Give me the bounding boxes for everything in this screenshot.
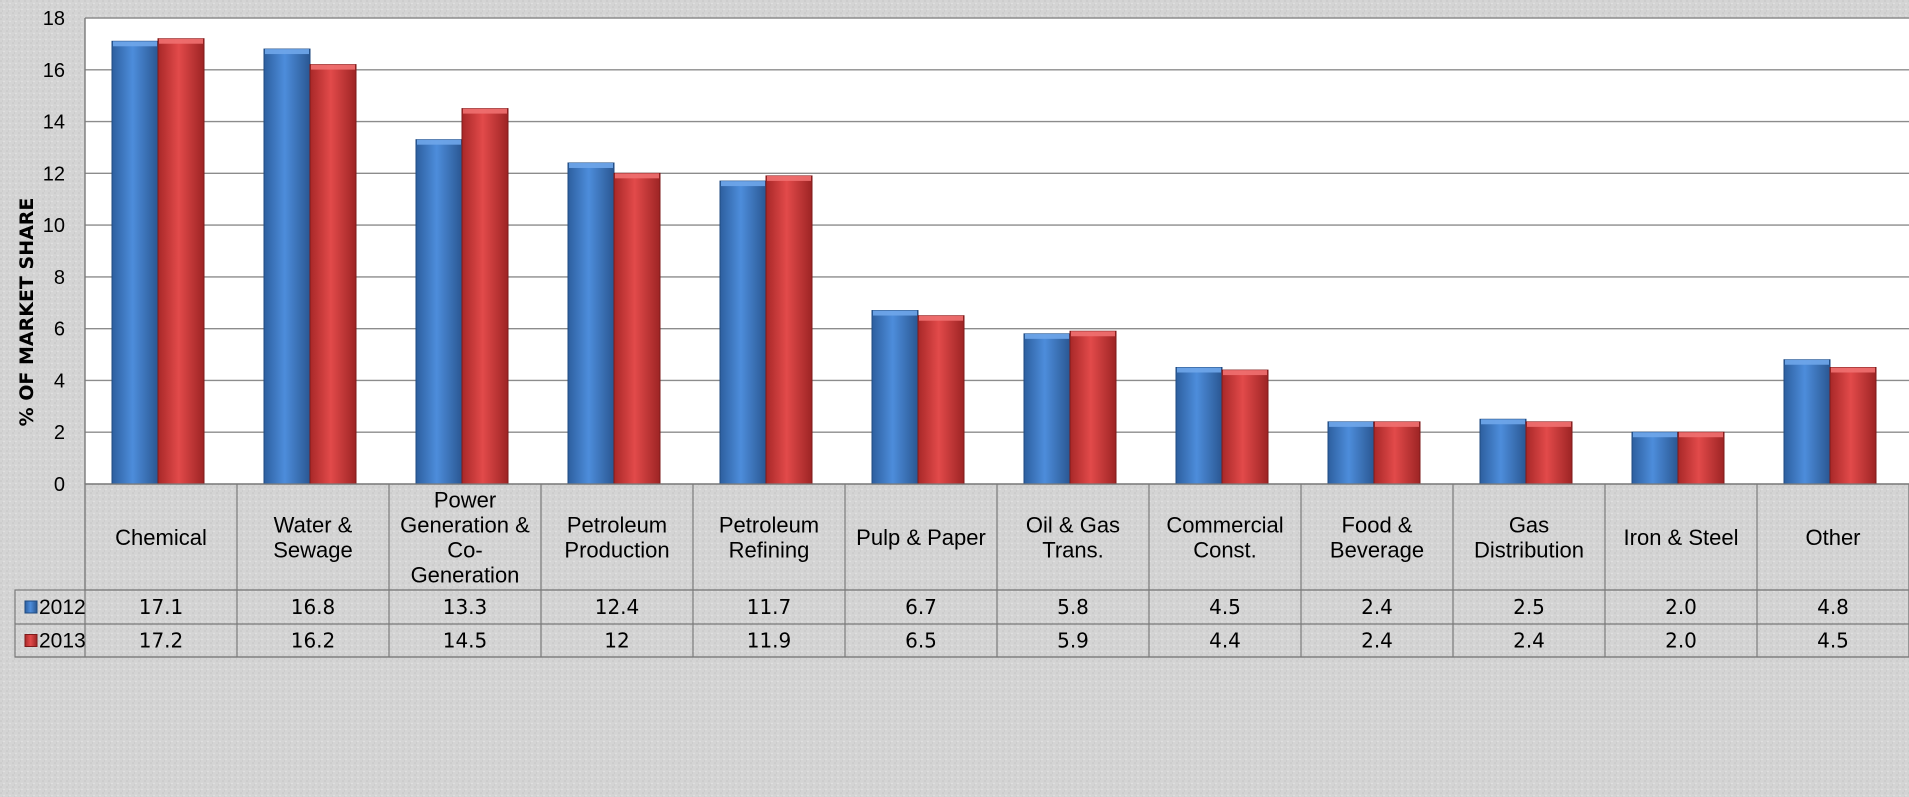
data-cell: 2.4 [1513, 629, 1545, 653]
y-tick-label: 12 [43, 163, 65, 185]
data-cell: 11.7 [747, 595, 792, 619]
y-tick-label: 2 [54, 422, 65, 444]
bar-2013-2 [461, 108, 509, 485]
y-tick-label: 8 [54, 267, 65, 289]
data-cell: 12.4 [595, 595, 640, 619]
y-axis-label: % OF MARKET SHARE [16, 198, 38, 427]
y-tick-label: 16 [43, 60, 65, 82]
data-cell: 6.5 [905, 629, 937, 653]
data-cell: 16.2 [291, 629, 336, 653]
data-cell: 2.4 [1361, 629, 1393, 653]
series-name: 2012 [39, 596, 86, 619]
data-cell: 6.7 [905, 595, 937, 619]
data-cell: 16.8 [291, 595, 336, 619]
legend-key-2012 [24, 600, 38, 614]
category-label: Commercial Const. [1166, 513, 1283, 563]
data-cell: 11.9 [747, 629, 792, 653]
category-label: Water & Sewage [273, 513, 353, 563]
category-label: Iron & Steel [1624, 525, 1739, 550]
y-tick-label: 0 [54, 474, 65, 496]
bar-2012-0 [111, 40, 159, 485]
bar-2013-0 [157, 38, 205, 485]
data-cell: 5.9 [1057, 629, 1089, 653]
data-cell: 2.0 [1665, 629, 1697, 653]
data-cell: 4.4 [1209, 629, 1241, 653]
bar-2013-9 [1525, 421, 1573, 485]
y-tick-label: 14 [43, 112, 65, 134]
bar-2012-11 [1783, 359, 1831, 485]
data-cell: 2.4 [1361, 595, 1393, 619]
category-label: Power Generation & Co-Generation [400, 488, 530, 588]
bar-2012-6 [1023, 333, 1071, 485]
bar-2012-8 [1327, 421, 1375, 485]
data-cell: 17.2 [139, 629, 184, 653]
data-cell: 2.0 [1665, 595, 1697, 619]
bar-2013-11 [1829, 367, 1877, 485]
data-cell: 17.1 [139, 595, 184, 619]
data-cell: 2.5 [1513, 595, 1545, 619]
y-tick-label: 6 [54, 319, 65, 341]
y-tick-label: 10 [43, 215, 65, 237]
data-cell: 14.5 [443, 629, 488, 653]
category-label: Food & Beverage [1330, 513, 1424, 563]
bar-2012-9 [1479, 418, 1527, 485]
category-label: Petroleum Refining [719, 513, 819, 563]
bar-2013-6 [1069, 330, 1117, 485]
data-cell: 4.8 [1817, 595, 1849, 619]
bar-2012-1 [263, 48, 311, 485]
category-label: Other [1805, 525, 1860, 550]
bar-2012-10 [1631, 431, 1679, 485]
data-cell: 13.3 [443, 595, 488, 619]
bar-2012-4 [719, 180, 767, 485]
data-cell: 12 [604, 629, 629, 653]
data-cell: 5.8 [1057, 595, 1089, 619]
plot-area [85, 18, 1909, 484]
bar-2013-10 [1677, 431, 1725, 485]
bar-2012-3 [567, 162, 615, 485]
bar-2013-1 [309, 64, 357, 485]
bar-2013-7 [1221, 369, 1269, 485]
bar-2012-2 [415, 139, 463, 485]
bar-2012-5 [871, 310, 919, 485]
category-label: Petroleum Production [564, 513, 669, 563]
category-label: Chemical [115, 525, 207, 550]
bar-2012-7 [1175, 367, 1223, 485]
category-label: Pulp & Paper [856, 525, 986, 550]
bar-2013-5 [917, 315, 965, 485]
bar-2013-8 [1373, 421, 1421, 485]
data-cell: 4.5 [1817, 629, 1849, 653]
legend-key-2013 [24, 634, 38, 647]
y-tick-label: 18 [43, 8, 65, 30]
category-label: Gas Distribution [1474, 513, 1584, 563]
series-name: 2013 [39, 630, 86, 653]
bar-2013-4 [765, 175, 813, 485]
category-label: Oil & Gas Trans. [1026, 513, 1120, 563]
bar-2013-3 [613, 172, 661, 485]
y-tick-label: 4 [54, 370, 65, 392]
data-cell: 4.5 [1209, 595, 1241, 619]
